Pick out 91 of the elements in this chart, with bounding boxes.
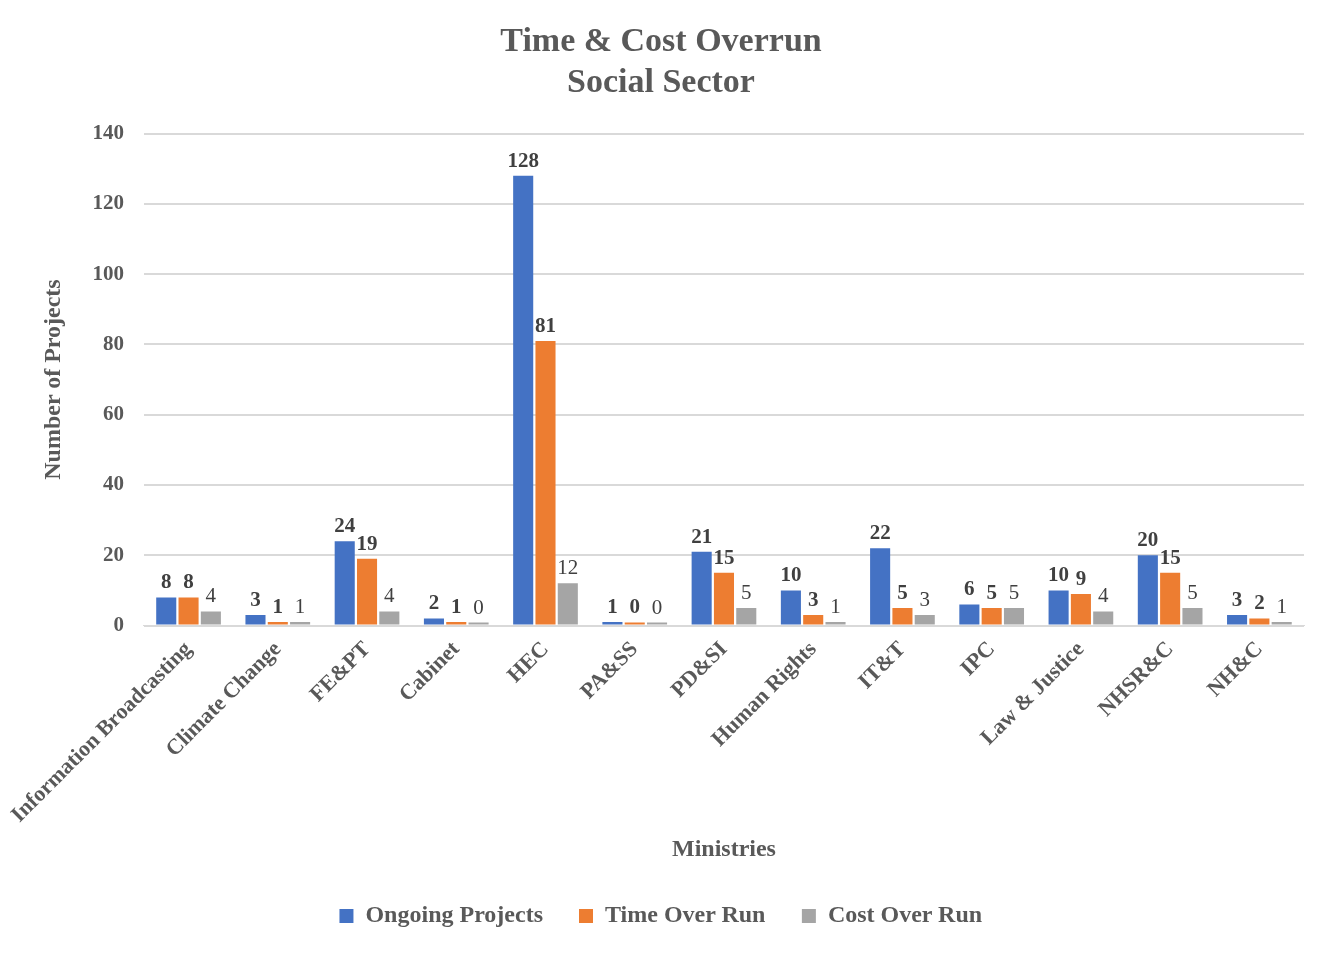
bar [423, 618, 444, 625]
data-label: 8 [183, 569, 194, 594]
bar [803, 614, 824, 625]
chart-subtitle: Social Sector [567, 61, 755, 99]
bar [200, 611, 221, 625]
data-label: 3 [807, 586, 819, 611]
bar [1182, 607, 1203, 625]
data-label: 20 [1137, 527, 1159, 552]
data-label: 1 [607, 593, 618, 618]
bar [535, 340, 556, 625]
bar [1227, 614, 1248, 625]
data-label: 12 [557, 555, 579, 580]
data-label: 3 [1231, 586, 1243, 611]
y-tick-label: 120 [92, 190, 124, 215]
bar [736, 607, 757, 625]
data-label: 5 [897, 579, 908, 604]
bar [156, 597, 177, 625]
chart-title: Time & Cost Overrun [500, 21, 822, 59]
bar [870, 548, 891, 625]
bar [178, 597, 199, 625]
bar [557, 583, 578, 625]
legend-label: Time Over Run [604, 901, 766, 928]
bar [780, 590, 801, 625]
y-tick-label: 140 [92, 120, 124, 145]
bar [290, 622, 311, 625]
bar [713, 572, 735, 625]
bar [1093, 611, 1114, 625]
x-tick-label: IPC [954, 635, 1000, 681]
bar [602, 622, 623, 625]
bar [245, 614, 266, 625]
bar [981, 607, 1002, 625]
bar [334, 541, 355, 625]
data-label: 0 [629, 594, 640, 619]
bar [1003, 607, 1025, 625]
data-label: 19 [356, 530, 378, 555]
bar [356, 558, 378, 625]
bar [825, 622, 846, 625]
data-label: 81 [535, 312, 556, 337]
data-label: 5 [1187, 579, 1198, 604]
data-label: 0 [473, 594, 484, 619]
data-label: 8 [160, 569, 172, 594]
bar [1137, 555, 1158, 625]
data-label: 0 [651, 594, 663, 619]
bar [914, 614, 935, 625]
y-axis-title: Number of Projects [39, 279, 66, 480]
y-tick-label: 40 [102, 471, 124, 496]
data-label: 15 [1159, 544, 1181, 569]
data-label: 1 [830, 594, 841, 619]
data-label: 9 [1075, 565, 1087, 590]
bar [267, 622, 288, 625]
bar [1160, 572, 1181, 625]
bar [892, 607, 913, 625]
data-label: 10 [1048, 562, 1070, 587]
legend-label: Cost Over Run [827, 901, 983, 928]
y-tick-label: 100 [92, 260, 124, 285]
data-label: 2 [428, 590, 440, 615]
data-label: 4 [384, 583, 396, 608]
data-label: 4 [1097, 583, 1109, 608]
data-label: 1 [294, 594, 306, 619]
bar [1249, 618, 1270, 625]
x-axis-title: Ministries [671, 834, 776, 861]
bar [1048, 590, 1069, 625]
bar [959, 604, 980, 625]
data-label: 3 [250, 586, 261, 611]
data-label: 128 [507, 147, 539, 172]
data-label: 4 [205, 583, 217, 608]
bar [446, 622, 467, 625]
data-label: 24 [334, 513, 356, 538]
data-label: 15 [713, 544, 735, 569]
bar [1070, 593, 1091, 625]
y-tick-label: 60 [102, 401, 124, 426]
bar [513, 175, 534, 625]
bar [691, 551, 712, 625]
y-tick-label: 80 [102, 330, 124, 355]
data-label: 5 [986, 579, 997, 604]
data-label: 22 [869, 520, 891, 545]
data-label: 1 [272, 593, 284, 618]
bar [379, 611, 400, 625]
data-label: 2 [1254, 590, 1265, 615]
data-label: 1 [1276, 594, 1287, 619]
bar [1271, 622, 1292, 625]
data-label: 6 [964, 576, 975, 601]
y-tick-label: 20 [102, 541, 124, 566]
data-label: 21 [691, 523, 713, 548]
y-tick-label: 0 [113, 611, 124, 636]
data-label: 5 [1008, 579, 1020, 604]
data-label: 10 [780, 562, 802, 587]
data-label: 5 [741, 579, 752, 604]
data-label: 3 [919, 587, 930, 611]
legend-label: Ongoing Projects [365, 901, 543, 928]
data-label: 1 [451, 593, 462, 618]
